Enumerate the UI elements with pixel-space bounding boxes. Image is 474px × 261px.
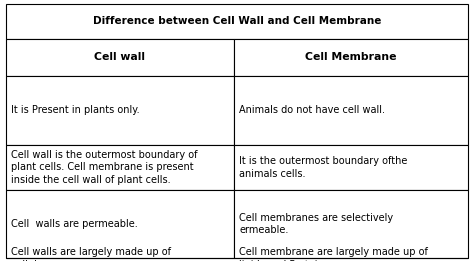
Text: Animals do not have cell wall.: Animals do not have cell wall. [239,105,385,115]
Bar [234,76,468,145]
Bar [234,190,468,258]
Text: Cell membrane are largely made up of
lipids and Proteins.: Cell membrane are largely made up of lip… [239,247,428,261]
Text: Cell wall is the outermost boundary of
plant cells. Cell membrane is present
ins: Cell wall is the outermost boundary of p… [11,150,198,185]
Bar [6,190,234,258]
Bar [234,39,468,76]
Text: Cell membranes are selectively
ermeable.: Cell membranes are selectively ermeable. [239,213,393,235]
Bar [6,145,234,190]
Text: Cell wall: Cell wall [94,52,145,62]
Bar [6,4,468,39]
Text: Difference between Cell Wall and Cell Membrane: Difference between Cell Wall and Cell Me… [93,16,381,26]
Bar [234,145,468,190]
Text: Cell walls are largely made up of
cellulose.: Cell walls are largely made up of cellul… [11,247,172,261]
Text: It is Present in plants only.: It is Present in plants only. [11,105,140,115]
Text: Cell  walls are permeable.: Cell walls are permeable. [11,219,138,229]
Text: Cell Membrane: Cell Membrane [305,52,397,62]
Text: It is the outermost boundary ofthe
animals cells.: It is the outermost boundary ofthe anima… [239,156,408,179]
Bar [6,76,234,145]
Bar [6,39,234,76]
